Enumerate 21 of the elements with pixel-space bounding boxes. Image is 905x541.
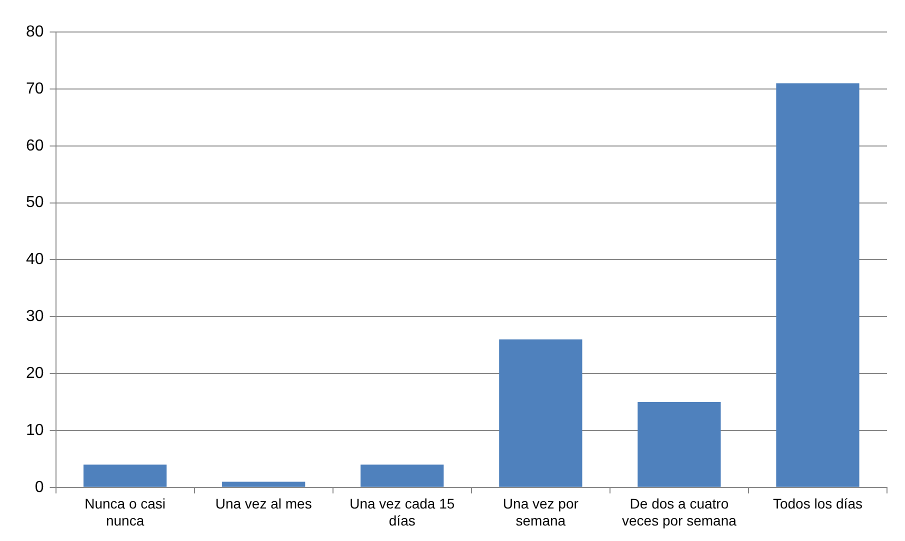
y-tick-label: 60 <box>26 137 44 154</box>
bar <box>776 83 860 487</box>
bar <box>360 464 444 487</box>
x-tick-label: Nunca o casi nunca <box>84 496 166 528</box>
y-tick-label: 20 <box>26 364 44 382</box>
bar <box>222 482 306 487</box>
bar <box>84 464 167 487</box>
x-tick-label: Una vez cada 15 días <box>350 496 455 528</box>
y-tick-label: 70 <box>26 80 44 98</box>
x-tick-label: Una vez por semana <box>502 496 579 528</box>
y-tick-label: 50 <box>26 194 44 212</box>
bar <box>499 339 582 487</box>
y-tick-label: 0 <box>34 478 44 496</box>
x-tick-label: De dos a cuatro veces por semana <box>622 496 737 528</box>
y-tick-label: 40 <box>26 251 44 268</box>
y-tick-label: 10 <box>26 422 44 439</box>
x-tick-label: Una vez al mes <box>215 496 312 512</box>
bar <box>638 402 721 487</box>
x-tick-label: Todos los días <box>772 496 862 512</box>
y-tick-label: 30 <box>26 308 44 326</box>
y-tick-label: 80 <box>26 23 44 40</box>
